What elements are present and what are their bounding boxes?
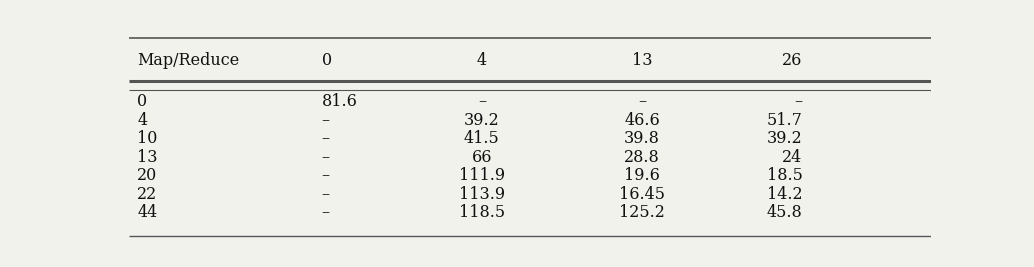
Text: 45.8: 45.8 [766, 205, 802, 221]
Text: 24: 24 [782, 149, 802, 166]
Text: 81.6: 81.6 [322, 93, 358, 111]
Text: 4: 4 [138, 112, 148, 129]
Text: –: – [322, 131, 330, 147]
Text: 66: 66 [472, 149, 492, 166]
Text: 26: 26 [782, 52, 802, 69]
Text: –: – [322, 186, 330, 203]
Text: –: – [322, 112, 330, 129]
Text: 111.9: 111.9 [459, 167, 505, 184]
Text: –: – [322, 149, 330, 166]
Text: 46.6: 46.6 [625, 112, 660, 129]
Text: –: – [638, 93, 646, 111]
Text: 14.2: 14.2 [767, 186, 802, 203]
Text: 13: 13 [632, 52, 652, 69]
Text: 0: 0 [138, 93, 148, 111]
Text: –: – [322, 205, 330, 221]
Text: 20: 20 [138, 167, 157, 184]
Text: 28.8: 28.8 [625, 149, 660, 166]
Text: 39.2: 39.2 [464, 112, 499, 129]
Text: 118.5: 118.5 [459, 205, 505, 221]
Text: 39.2: 39.2 [766, 131, 802, 147]
Text: 41.5: 41.5 [464, 131, 499, 147]
Text: 13: 13 [138, 149, 158, 166]
Text: –: – [322, 167, 330, 184]
Text: –: – [794, 93, 802, 111]
Text: 113.9: 113.9 [459, 186, 505, 203]
Text: 22: 22 [138, 186, 157, 203]
Text: –: – [478, 93, 486, 111]
Text: 39.8: 39.8 [625, 131, 660, 147]
Text: 0: 0 [322, 52, 332, 69]
Text: 18.5: 18.5 [766, 167, 802, 184]
Text: 44: 44 [138, 205, 157, 221]
Text: 4: 4 [477, 52, 487, 69]
Text: Map/Reduce: Map/Reduce [138, 52, 240, 69]
Text: 10: 10 [138, 131, 157, 147]
Text: 19.6: 19.6 [625, 167, 660, 184]
Text: 16.45: 16.45 [619, 186, 665, 203]
Text: 51.7: 51.7 [766, 112, 802, 129]
Text: 125.2: 125.2 [619, 205, 665, 221]
